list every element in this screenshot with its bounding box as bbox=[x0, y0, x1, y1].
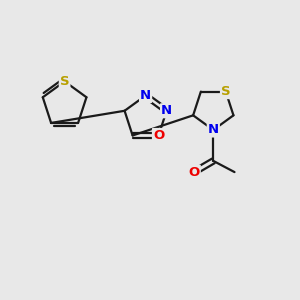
Text: S: S bbox=[60, 75, 69, 88]
Text: O: O bbox=[188, 166, 200, 178]
Text: N: N bbox=[208, 124, 219, 136]
Text: N: N bbox=[161, 104, 172, 117]
Text: N: N bbox=[140, 89, 151, 102]
Text: O: O bbox=[153, 129, 164, 142]
Text: S: S bbox=[221, 85, 231, 98]
